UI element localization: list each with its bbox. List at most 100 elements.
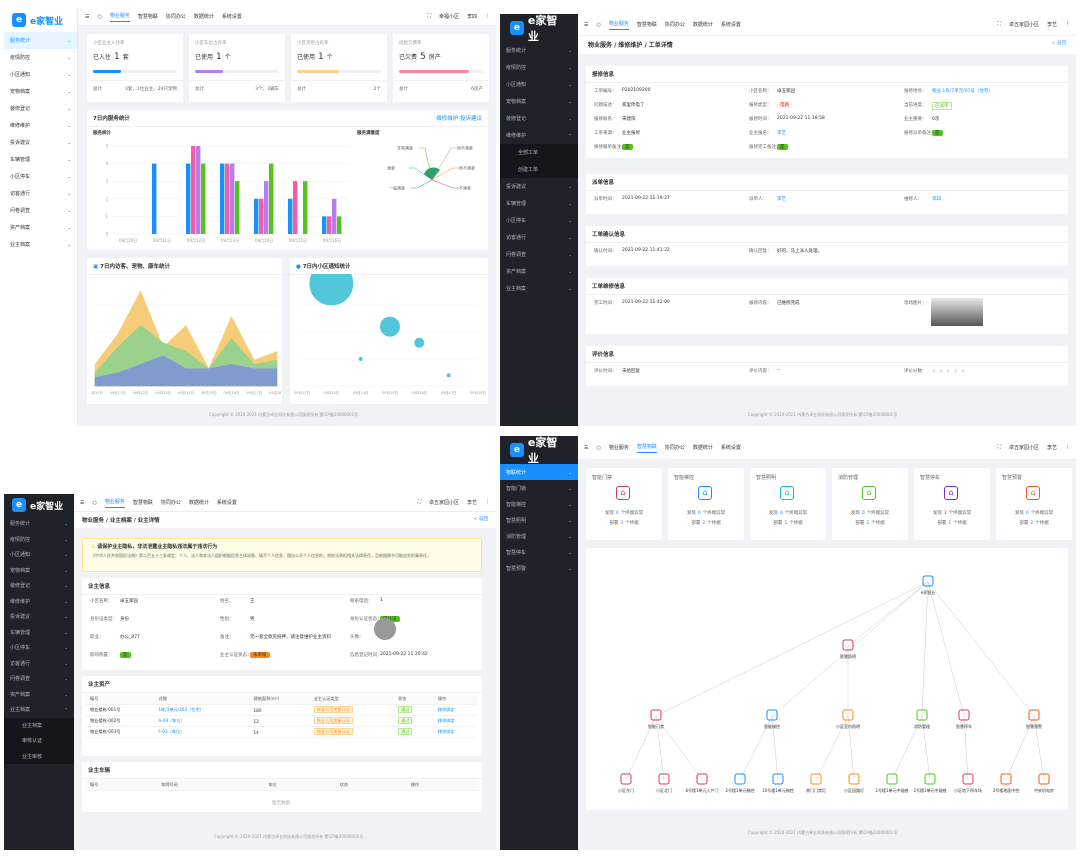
sidebar-item[interactable]: 服务统计 ⌄ (500, 42, 578, 59)
tab-3[interactable]: 数据统计 (692, 22, 713, 28)
sidebar-item[interactable]: 业主档案 ⌃ (4, 702, 74, 718)
sidebar-item[interactable]: 小区通知 ⌄ (500, 76, 578, 93)
tab-4[interactable]: 系统设置 (216, 500, 237, 506)
sidebar-item[interactable]: 智能梯控 ⌄ (500, 496, 578, 512)
sidebar-item[interactable]: 消防管理 ⌄ (500, 528, 578, 544)
community-switch[interactable]: 卓五家园小区 (428, 500, 459, 506)
sidebar-item[interactable]: 智慧停车 ⌄ (500, 544, 578, 560)
more-icon[interactable]: ⋮ (1065, 21, 1070, 27)
menu-fold-icon[interactable]: ☰ (584, 444, 589, 451)
fullscreen-icon[interactable]: ⛶ (997, 444, 1001, 450)
sidebar-item[interactable]: 小区停车 ⌄ (500, 212, 578, 229)
sidebar-item[interactable]: 业主档案 ⌄ (500, 280, 578, 297)
sidebar-item[interactable]: 疫情防控 ⌄ (4, 49, 77, 66)
user-name[interactable]: 李艺 (1046, 22, 1057, 28)
table-cell[interactable]: 移除绑定 (433, 715, 478, 727)
sidebar-item[interactable]: 全部工单 (500, 144, 578, 161)
device-card[interactable]: 消防管理 ⌂ 发现 0 个终端异常 部署 2 个终端 (832, 468, 908, 540)
tab-3[interactable]: 数据统计 (692, 445, 713, 451)
fullscreen-icon[interactable]: ⛶ (417, 499, 421, 505)
sidebar-item[interactable]: 问卷调查 ⌄ (4, 671, 74, 687)
sidebar-item[interactable]: 维修维护 ⌃ (500, 127, 578, 144)
tab-4[interactable]: 系统设置 (720, 22, 741, 28)
sidebar-item[interactable]: 小区停车 ⌄ (4, 640, 74, 656)
refresh-icon[interactable]: ○ (596, 444, 601, 451)
sidebar-item[interactable]: 智慧预警 ⌄ (500, 560, 578, 576)
sidebar-item[interactable]: 小区停车 ⌄ (4, 168, 77, 185)
sidebar-item[interactable]: 访客通行 ⌄ (4, 656, 74, 672)
sidebar-item[interactable]: 装修登记 ⌄ (4, 578, 74, 594)
sidebar-item[interactable]: 疫情防控 ⌄ (500, 59, 578, 76)
table-cell[interactable]: 移除绑定 (433, 726, 478, 738)
sidebar-item[interactable]: 资产档案 ⌄ (4, 219, 77, 236)
user-name[interactable]: 李艺 (466, 500, 477, 506)
more-icon[interactable]: ⋮ (485, 13, 490, 19)
table-cell[interactable]: 移除绑定 (433, 704, 478, 716)
community-switch[interactable]: 卓五家园小区 (1008, 22, 1039, 28)
sidebar-item[interactable]: 车辆管理 ⌄ (4, 625, 74, 641)
menu-fold-icon[interactable]: ☰ (80, 499, 85, 506)
tab-4[interactable]: 系统设置 (221, 14, 242, 20)
sidebar-item[interactable]: 访客通行 ⌄ (500, 229, 578, 246)
tab-0[interactable]: 物业服务 (104, 498, 125, 508)
user-name[interactable]: 李艺 (1046, 445, 1057, 451)
refresh-icon[interactable]: ○ (97, 13, 102, 20)
device-card[interactable]: 智能门禁 ⌂ 发现 0 个终端异常 部署 3 个终端 (586, 468, 662, 540)
cell-text[interactable]: 移除绑定 (437, 707, 455, 712)
community-switch[interactable]: 卓五家园小区 (1008, 445, 1039, 451)
sidebar-item[interactable]: 智慧照明 ⌄ (500, 512, 578, 528)
sidebar-item[interactable]: 宠物档案 ⌄ (4, 83, 77, 100)
sidebar-item[interactable]: 装修登记 ⌄ (500, 110, 578, 127)
tab-1[interactable]: 智慧物联 (636, 22, 657, 28)
tab-2[interactable]: 协同办公 (165, 14, 186, 20)
sidebar-item[interactable]: 疫情防控 ⌄ (4, 532, 74, 548)
sidebar-item[interactable]: 车辆管理 ⌄ (500, 195, 578, 212)
sidebar-item[interactable]: 审核认证 (4, 733, 74, 749)
menu-fold-icon[interactable]: ☰ (584, 21, 589, 28)
user-name[interactable]: 李四 (466, 14, 477, 20)
sidebar-item[interactable]: 资产档案 ⌄ (500, 263, 578, 280)
sidebar-item[interactable]: 业主档案 ⌄ (4, 236, 77, 253)
tab-2[interactable]: 协同办公 (664, 445, 685, 451)
sidebar-item[interactable]: 车辆管理 ⌄ (4, 151, 77, 168)
sidebar-item[interactable]: 物联统计 ⌄ (500, 464, 578, 480)
sidebar-item[interactable]: 投诉建议 ⌄ (4, 134, 77, 151)
tab-0[interactable]: 物业服务 (109, 12, 130, 22)
back-button[interactable]: < 返回 (473, 517, 488, 522)
sidebar-item[interactable]: 业主档案 (4, 717, 74, 733)
tab-1[interactable]: 智慧物联 (137, 14, 158, 20)
sidebar-item[interactable]: 装修登记 ⌄ (4, 100, 77, 117)
device-card[interactable]: 智慧停车 ⌂ 发现 1 个终端异常 部署 1 个终端 (914, 468, 990, 540)
sidebar-item[interactable]: 问卷调查 ⌄ (500, 246, 578, 263)
more-icon[interactable]: ⋮ (1065, 444, 1070, 450)
sidebar-item[interactable]: 问卷调查 ⌄ (4, 202, 77, 219)
menu-fold-icon[interactable]: ☰ (85, 13, 90, 20)
tab-0[interactable]: 物业服务 (608, 20, 629, 30)
sidebar-item[interactable]: 投诉建议 ⌄ (4, 609, 74, 625)
community-switch[interactable]: 幸福小区 (438, 14, 459, 20)
tab-2[interactable]: 协同办公 (160, 500, 181, 506)
table-cell[interactable]: 1栋/3单元/303（住宅） (154, 704, 250, 716)
table-cell[interactable]: A-08（车位） (154, 715, 250, 727)
sidebar-item[interactable]: 维修维护 ⌄ (4, 117, 77, 134)
sidebar-item[interactable]: 创建工单 (500, 161, 578, 178)
sidebar-item[interactable]: 服务统计 ⌄ (4, 32, 77, 49)
more-icon[interactable]: ⋮ (485, 499, 490, 505)
device-card[interactable]: 智慧预警 ⌂ 发现 0 个终端异常 部署 2 个终端 (996, 468, 1072, 540)
tab-1[interactable]: 智慧物联 (636, 443, 657, 453)
sidebar-item[interactable]: 宠物档案 ⌄ (4, 563, 74, 579)
fullscreen-icon[interactable]: ⛶ (427, 13, 431, 19)
sidebar-item[interactable]: 维修维护 ⌄ (4, 594, 74, 610)
tab-2[interactable]: 协同办公 (664, 22, 685, 28)
tab-3[interactable]: 数据统计 (188, 500, 209, 506)
link-complaint[interactable]: 投诉建议 (459, 116, 482, 122)
sidebar-item[interactable]: 智能门锁 ⌄ (500, 480, 578, 496)
sidebar-item[interactable]: 服务统计 ⌄ (4, 516, 74, 532)
back-button[interactable]: < 返回 (1051, 41, 1066, 46)
sidebar-item[interactable]: 资产档案 ⌄ (4, 687, 74, 703)
cell-text[interactable]: 移除绑定 (437, 718, 455, 723)
sidebar-item[interactable]: 业主审核 (4, 748, 74, 764)
fullscreen-icon[interactable]: ⛶ (997, 21, 1001, 27)
device-card[interactable]: 智能梯控 ⌂ 发现 0 个终端异常 部署 2 个终端 (668, 468, 744, 540)
tab-1[interactable]: 智慧物联 (132, 500, 153, 506)
